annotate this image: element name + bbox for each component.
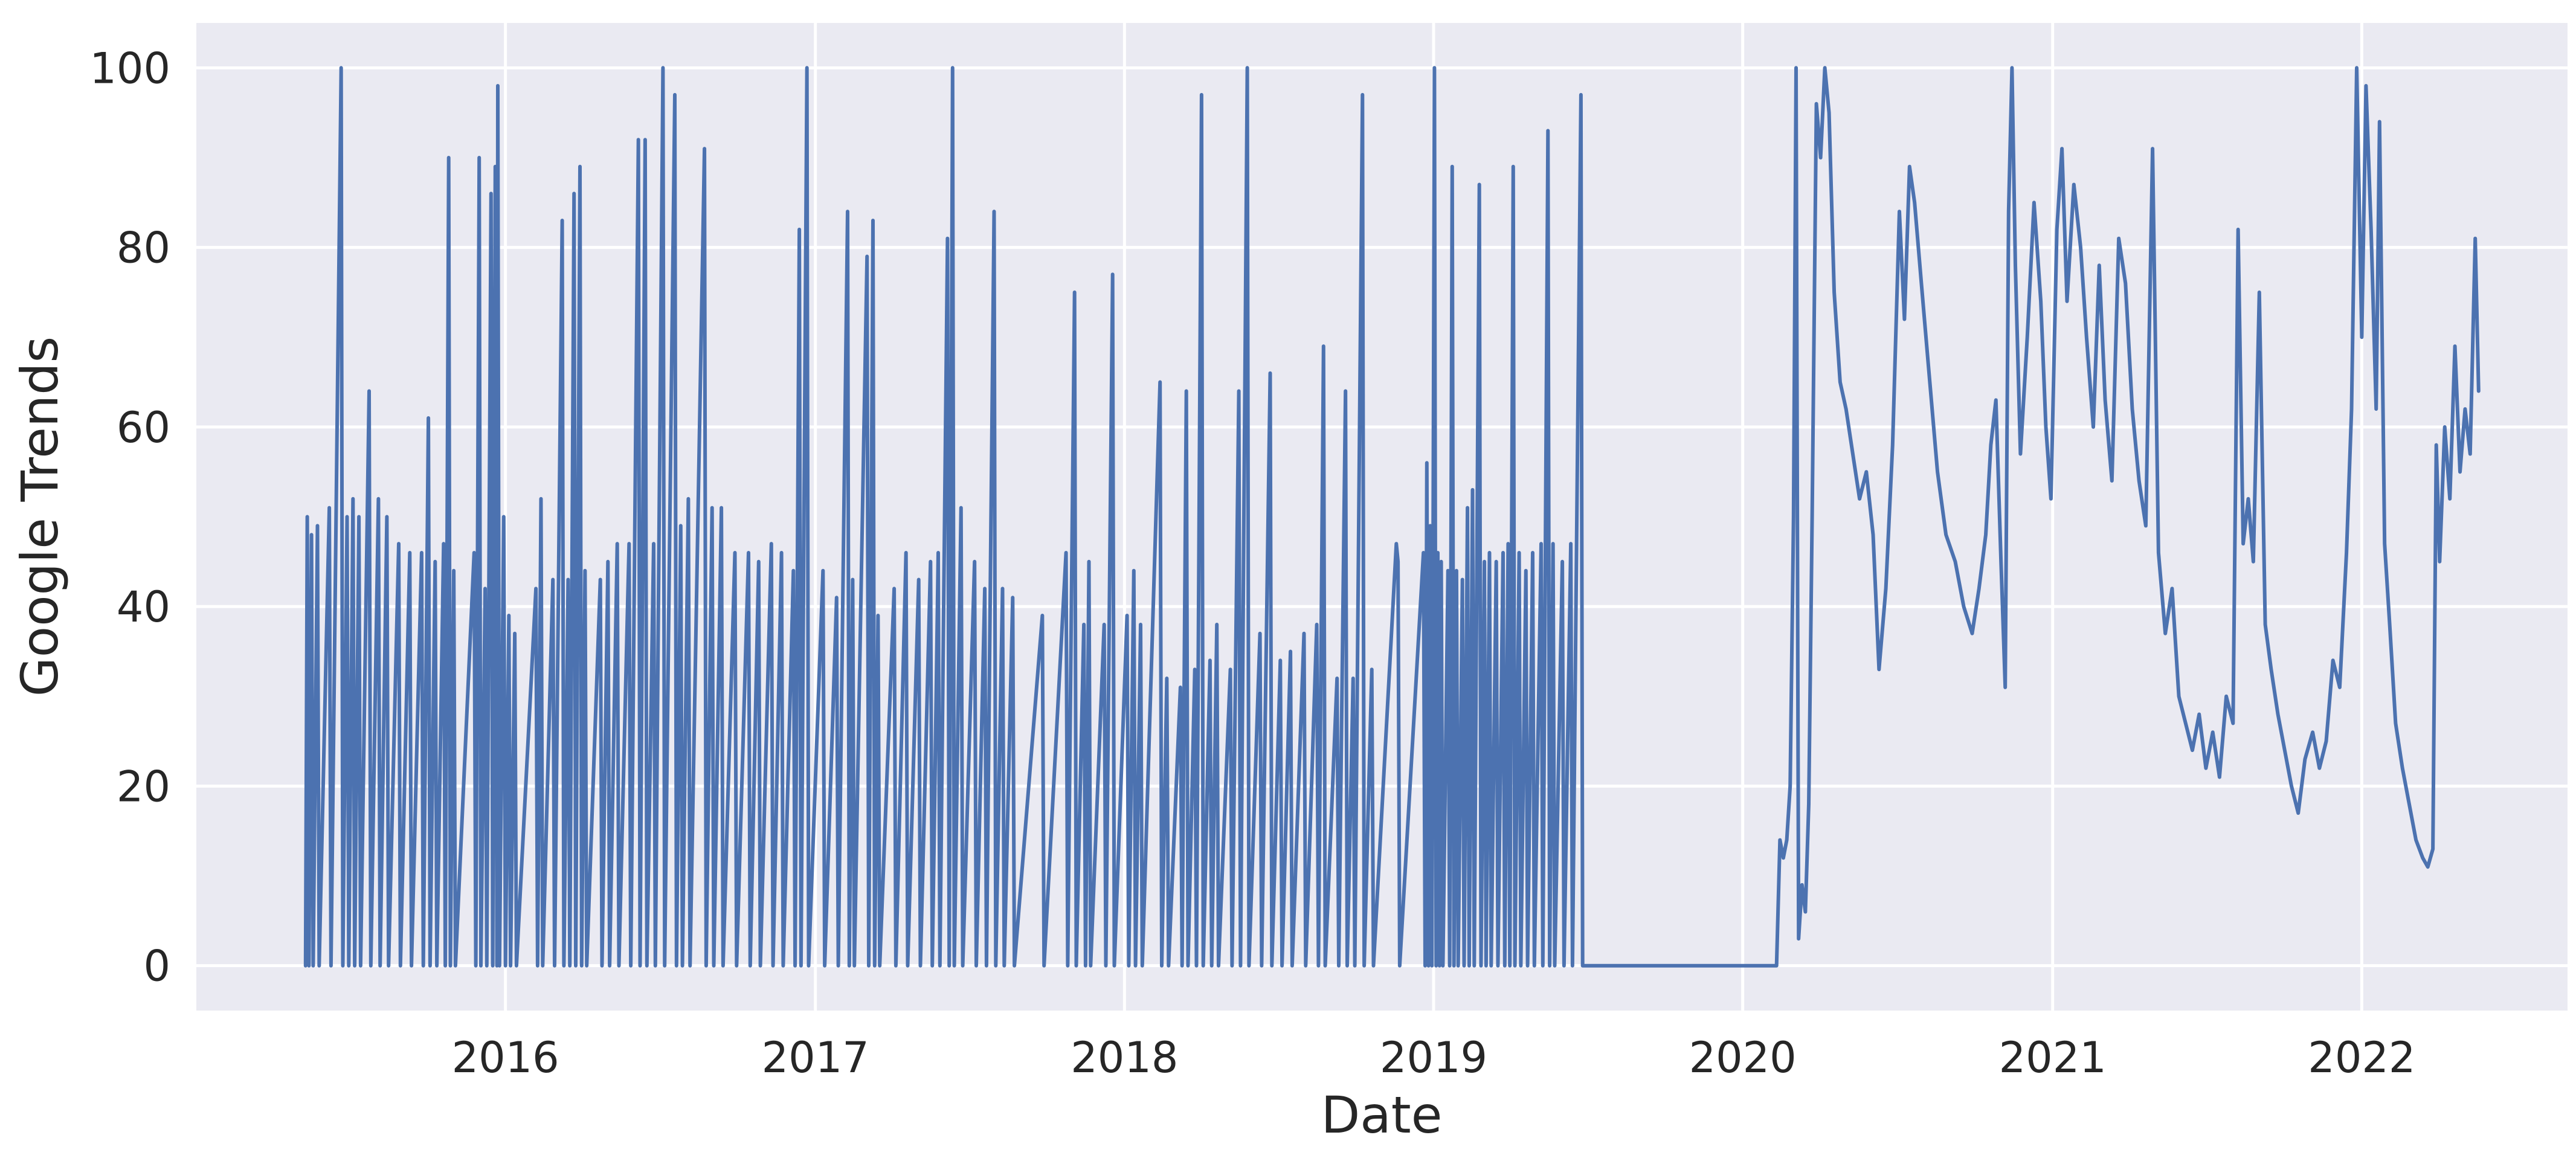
- tick-labels: 2016 2017 2018 2019 2020 2021 2022 0 20 40 60 80 100: [89, 43, 2415, 1082]
- x-tick-label-2022: 2022: [2308, 1033, 2415, 1082]
- y-tick-label-40: 40: [117, 582, 170, 632]
- x-tick-label-2016: 2016: [452, 1033, 559, 1082]
- y-tick-label-100: 100: [89, 43, 170, 93]
- y-tick-label-60: 60: [117, 403, 170, 452]
- series-line-0: [303, 66, 2481, 968]
- y-axis-title: Google Trends: [10, 336, 69, 697]
- y-tick-label-0: 0: [143, 942, 170, 991]
- plot-background: [196, 23, 2568, 1011]
- x-tick-label-2017: 2017: [762, 1033, 869, 1082]
- x-axis-title: Date: [1321, 1085, 1443, 1145]
- y-tick-label-20: 20: [117, 762, 170, 811]
- series-group: [303, 66, 2481, 968]
- x-tick-label-2021: 2021: [1999, 1033, 2107, 1082]
- y-tick-label-80: 80: [117, 223, 170, 273]
- x-tick-label-2019: 2019: [1380, 1033, 1487, 1082]
- x-tick-label-2018: 2018: [1071, 1033, 1178, 1082]
- x-tick-label-2020: 2020: [1689, 1033, 1797, 1082]
